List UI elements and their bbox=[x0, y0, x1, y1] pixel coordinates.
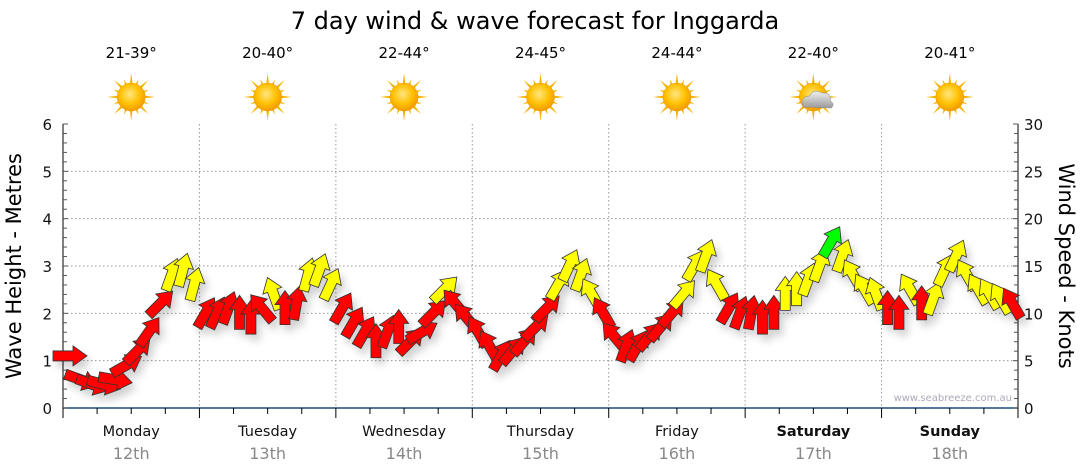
date-label: 15th bbox=[522, 444, 559, 463]
temperature-range: 22-40° bbox=[788, 44, 839, 62]
day-label: Friday bbox=[655, 424, 699, 440]
y2-tick-label: 20 bbox=[1024, 211, 1043, 229]
date-label: 17th bbox=[795, 444, 832, 463]
day-label: Tuesday bbox=[237, 424, 297, 440]
wind-arrow bbox=[387, 308, 410, 344]
y-axis-title: Wave Height - Metres bbox=[2, 153, 26, 379]
y-tick-label: 4 bbox=[42, 211, 52, 229]
y-tick-label: 3 bbox=[42, 258, 52, 276]
y-tick-label: 0 bbox=[42, 400, 52, 418]
wind-arrow bbox=[318, 267, 342, 303]
wind-arrow bbox=[569, 257, 592, 293]
day-label: Sunday bbox=[920, 424, 981, 440]
date-label: 16th bbox=[659, 444, 696, 463]
date-label: 13th bbox=[249, 444, 286, 463]
wind-arrow bbox=[144, 290, 174, 320]
day-label: Thursday bbox=[506, 424, 575, 440]
y2-tick-label: 25 bbox=[1024, 163, 1043, 181]
sunny-icon bbox=[243, 73, 292, 121]
date-label: 14th bbox=[386, 444, 423, 463]
partly-cloudy-icon bbox=[789, 73, 838, 121]
sunny-icon bbox=[380, 73, 429, 121]
sun-disc bbox=[526, 82, 555, 112]
wind-arrow bbox=[286, 285, 308, 321]
wind-arrow bbox=[52, 345, 88, 367]
sunny-icon bbox=[652, 73, 701, 121]
sunny-icon bbox=[107, 73, 156, 121]
wind-arrow bbox=[328, 292, 353, 326]
wind-arrow bbox=[134, 316, 160, 349]
temperature-range: 24-45° bbox=[515, 44, 566, 62]
temperature-range: 20-41° bbox=[924, 44, 975, 62]
wind-arrow bbox=[922, 281, 945, 317]
sun-disc bbox=[253, 82, 282, 112]
wind-arrow bbox=[531, 295, 560, 325]
y2-tick-label: 10 bbox=[1024, 305, 1043, 323]
sun-disc bbox=[116, 82, 146, 112]
y2-tick-label: 30 bbox=[1024, 116, 1043, 134]
wind-arrow bbox=[831, 238, 854, 274]
temperature-range: 24-44° bbox=[651, 44, 702, 62]
y-tick-label: 5 bbox=[42, 163, 52, 181]
sun-disc bbox=[935, 82, 965, 112]
sun-disc bbox=[662, 82, 692, 112]
y2-tick-label: 15 bbox=[1024, 258, 1043, 276]
temperature-range: 20-40° bbox=[242, 44, 293, 62]
watermark[interactable]: www.seabreeze.com.au bbox=[894, 393, 1012, 404]
chart-title: 7 day wind & wave forecast for Inggarda bbox=[291, 7, 779, 35]
day-label: Monday bbox=[103, 424, 161, 440]
temperature-range: 22-44° bbox=[379, 44, 430, 62]
day-label: Wednesday bbox=[362, 424, 446, 440]
sun-disc bbox=[389, 82, 419, 112]
temperature-range: 21-39° bbox=[106, 44, 157, 62]
sunny-icon bbox=[925, 73, 974, 121]
wind-arrow bbox=[308, 253, 331, 288]
wind-arrow bbox=[173, 252, 195, 288]
wind-arrow bbox=[1001, 287, 1026, 321]
wind-arrow bbox=[694, 238, 718, 274]
y2-tick-label: 0 bbox=[1024, 400, 1034, 418]
wind-arrow bbox=[668, 280, 695, 311]
y-tick-label: 2 bbox=[42, 305, 52, 323]
y2-axis-title: Wind Speed - Knots bbox=[1054, 163, 1078, 368]
date-label: 18th bbox=[931, 444, 968, 463]
y2-tick-label: 5 bbox=[1024, 353, 1034, 371]
wind-arrow bbox=[888, 294, 910, 330]
wind-arrow bbox=[417, 300, 447, 329]
wind-arrow bbox=[943, 239, 968, 274]
day-label: Saturday bbox=[776, 424, 850, 440]
y-tick-label: 1 bbox=[42, 353, 52, 371]
cloud-shape bbox=[801, 90, 834, 109]
wind-arrow bbox=[817, 226, 842, 260]
date-label: 12th bbox=[113, 444, 150, 463]
wind-arrow bbox=[250, 294, 277, 325]
wind-arrow bbox=[184, 266, 206, 303]
y-tick-label: 6 bbox=[42, 116, 52, 134]
sunny-icon bbox=[516, 73, 565, 121]
